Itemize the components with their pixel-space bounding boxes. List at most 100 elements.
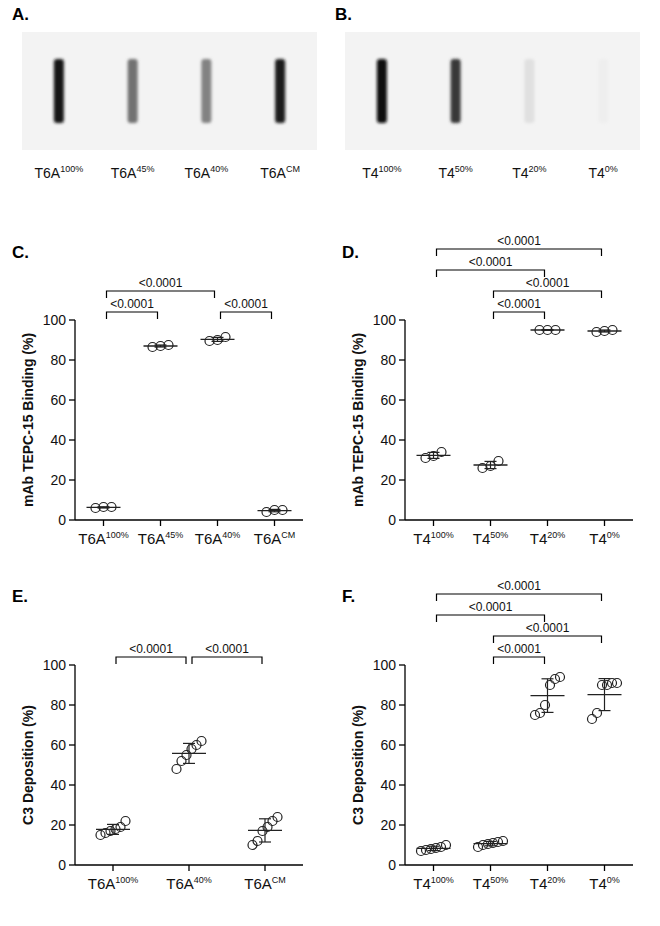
x-tick — [547, 865, 548, 871]
category-label: T6A40% — [185, 164, 229, 181]
category-label: T6ACM — [260, 164, 300, 181]
data-point — [121, 817, 130, 826]
label-base: T6A — [260, 165, 286, 181]
label-superscript: 100% — [60, 164, 83, 174]
error-stem — [112, 824, 113, 834]
x-tick — [604, 865, 605, 871]
label-base: T4 — [413, 875, 431, 892]
y-tick-label: 100 — [373, 657, 397, 673]
y-tick — [69, 319, 75, 320]
error-stem — [188, 743, 189, 763]
label-superscript: 20% — [547, 875, 565, 885]
blot-band — [377, 59, 387, 123]
error-cap — [599, 678, 611, 679]
blot-band — [451, 59, 461, 123]
y-tick — [69, 864, 75, 865]
error-bar — [212, 337, 224, 341]
x-tick — [490, 865, 491, 871]
x-axis — [405, 519, 633, 520]
x-tick — [112, 865, 113, 871]
label-base: T4 — [362, 165, 379, 181]
y-tick-label: 0 — [58, 857, 66, 873]
panel-letter: C. — [12, 243, 29, 262]
p-value-label: <0.0001 — [110, 297, 154, 311]
label-base: T6A — [88, 875, 116, 892]
error-bar — [98, 507, 110, 508]
error-cap — [485, 845, 497, 846]
y-tick-label: 100 — [43, 657, 67, 673]
error-bar — [485, 841, 497, 845]
category-label: T6A100% — [35, 164, 84, 181]
label-superscript: 40% — [222, 530, 240, 540]
mean-line — [531, 329, 565, 330]
label-superscript: 20% — [529, 164, 547, 174]
error-stem — [490, 841, 491, 845]
label-superscript: 0% — [607, 875, 620, 885]
data-point — [593, 709, 602, 718]
y-tick — [69, 664, 75, 665]
category-label: T6A45% — [138, 530, 184, 547]
significance-bracket — [494, 636, 602, 643]
y-tick-label: 60 — [380, 392, 396, 408]
data-point — [197, 737, 206, 746]
error-bar — [183, 743, 195, 763]
label-superscript: 50% — [455, 164, 473, 174]
panel-letter: B. — [335, 5, 352, 24]
category-label: T6A100% — [78, 530, 129, 547]
category-label: T40% — [588, 164, 617, 181]
y-tick — [69, 744, 75, 745]
y-tick — [399, 784, 405, 785]
p-value-label: <0.0001 — [224, 297, 268, 311]
significance-bracket — [494, 312, 545, 319]
p-value-label: <0.0001 — [469, 600, 513, 614]
x-tick — [604, 520, 605, 526]
error-bar — [428, 452, 440, 458]
label-base: T4 — [588, 165, 605, 181]
y-tick-label: 40 — [380, 432, 396, 448]
y-tick — [69, 479, 75, 480]
y-tick-label: 100 — [373, 312, 397, 328]
blot-band — [524, 59, 534, 123]
y-tick-label: 20 — [380, 817, 396, 833]
y-tick — [399, 744, 405, 745]
blot-panel: B.T4100%T450%T420%T40% — [335, 5, 640, 181]
p-value-label: <0.0001 — [497, 297, 541, 311]
p-value-label: <0.0001 — [139, 276, 183, 290]
error-cap — [155, 346, 167, 347]
significance-bracket — [437, 270, 545, 277]
panel-letter: D. — [342, 243, 359, 262]
error-cap — [428, 452, 440, 453]
blot-panel: A.T6A100%T6A45%T6A40%T6ACM — [12, 5, 317, 181]
x-axis — [75, 519, 303, 520]
panel-letter: E. — [12, 587, 28, 606]
y-tick — [69, 439, 75, 440]
significance-bracket — [437, 594, 602, 601]
error-cap — [428, 850, 440, 851]
y-axis — [74, 665, 75, 865]
dot-plot-panel: F.020406080100C3 Deposition (%)T4100%T45… — [342, 579, 633, 892]
y-axis-label: mAb TEPC-15 Binding (%) — [20, 333, 36, 507]
y-tick — [399, 399, 405, 400]
error-cap — [428, 458, 440, 459]
y-tick-label: 40 — [380, 777, 396, 793]
label-superscript: 50% — [490, 875, 508, 885]
mean-line — [144, 345, 178, 346]
error-stem — [433, 846, 434, 850]
label-superscript: 45% — [136, 164, 154, 174]
x-tick — [160, 520, 161, 526]
p-value-label: <0.0001 — [526, 276, 570, 290]
data-marks — [417, 326, 622, 473]
error-bar — [485, 461, 497, 468]
error-cap — [542, 330, 554, 331]
category-label: T4100% — [413, 875, 454, 892]
y-tick — [399, 319, 405, 320]
mean-line — [588, 330, 622, 331]
label-superscript: 100% — [431, 530, 454, 540]
label-superscript: 20% — [547, 530, 565, 540]
y-tick — [399, 519, 405, 520]
category-label: T6A40% — [195, 530, 241, 547]
category-label: T6ACM — [254, 530, 296, 547]
error-cap — [259, 841, 271, 842]
category-label: T420% — [530, 530, 566, 547]
label-superscript: CM — [286, 164, 300, 174]
